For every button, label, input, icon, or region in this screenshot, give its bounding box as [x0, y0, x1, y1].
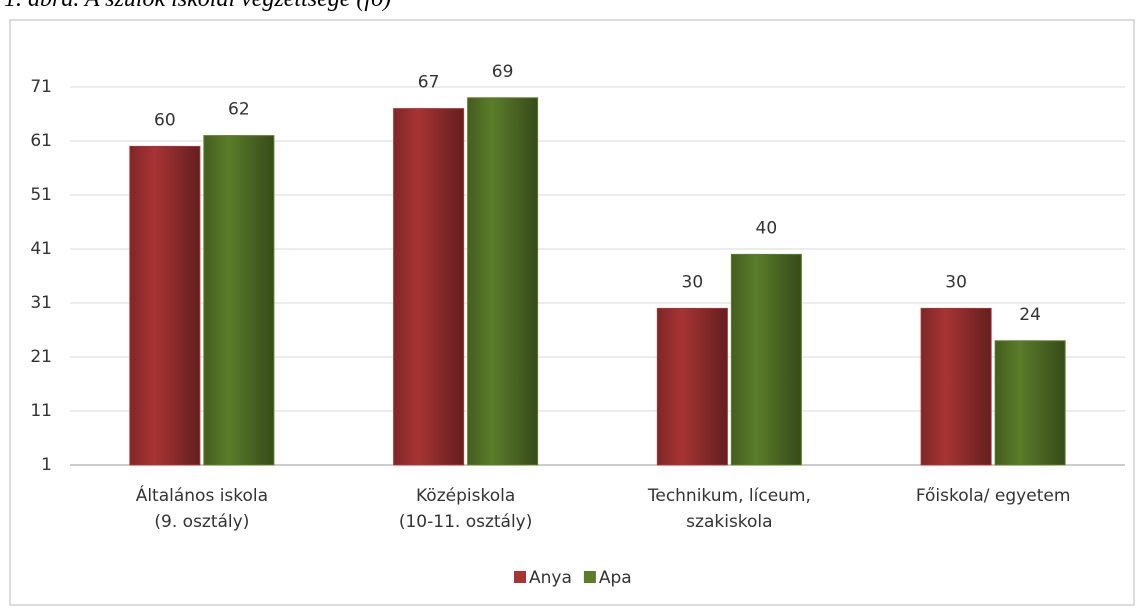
y-tick-label: 41	[30, 239, 52, 259]
y-tick-label: 71	[30, 77, 52, 97]
legend-label: Apa	[599, 568, 632, 588]
value-label: 24	[1019, 305, 1041, 325]
value-label: 62	[228, 100, 250, 120]
legend-swatch	[583, 571, 596, 583]
x-tick-label: Technikum, líceum, szakiskola	[647, 486, 811, 532]
bar	[730, 253, 802, 466]
y-tick-label: 61	[30, 131, 52, 151]
y-tick-label: 21	[30, 347, 52, 367]
value-label: 69	[492, 62, 514, 82]
bar	[129, 145, 201, 466]
bar	[656, 307, 728, 466]
legend-label: Anya	[529, 568, 572, 588]
legend-swatch	[514, 571, 526, 583]
value-label: 30	[682, 272, 704, 292]
bar	[393, 108, 465, 466]
value-label: 60	[154, 110, 176, 130]
x-tick-label: Főiskola/ egyetem	[915, 486, 1071, 506]
x-tick-label: Középiskola (10-11. osztály)	[398, 486, 533, 532]
chart-frame	[9, 19, 1135, 606]
y-tick-label: 1	[41, 455, 52, 475]
bar	[994, 340, 1066, 466]
caption: 1. ábra. A szülők iskolai végzettsége (f…	[4, 0, 391, 13]
bar	[920, 307, 992, 466]
y-tick-label: 11	[30, 401, 52, 421]
value-label: 67	[418, 73, 440, 93]
bar	[203, 135, 275, 466]
value-label: 30	[945, 272, 967, 292]
value-label: 40	[756, 218, 778, 238]
bar	[467, 97, 539, 466]
y-tick-label: 31	[30, 293, 52, 313]
x-tick-label: Általános iskola (9. osztály)	[135, 486, 269, 532]
y-tick-label: 51	[30, 185, 52, 205]
